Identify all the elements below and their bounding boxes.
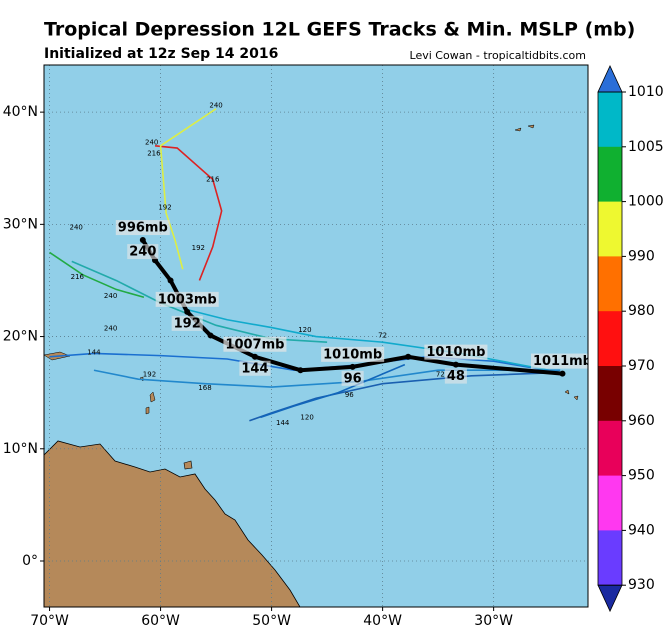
- credit: Levi Cowan - tropicaltidbits.com: [410, 49, 586, 62]
- mean-track-point: [184, 308, 191, 315]
- member-track: [159, 108, 217, 270]
- pressure-label: 1011mb: [533, 354, 592, 369]
- label-background: [321, 346, 385, 362]
- mean-track-point: [405, 353, 412, 360]
- colorbar-segment: [598, 256, 622, 312]
- member-hour-label: 192: [158, 204, 171, 212]
- label-background: [530, 353, 588, 369]
- colorbar-label: 1010: [628, 84, 664, 100]
- y-tick-label: 0°: [22, 553, 38, 569]
- member-hour-label: 216: [71, 273, 85, 281]
- colorbar-segment: [598, 420, 622, 477]
- member-hour-label: 240: [70, 224, 83, 232]
- member-hour-label: 240: [209, 101, 222, 109]
- member-hour-label: 240: [104, 292, 117, 300]
- pressure-label: 996mb: [118, 221, 168, 236]
- colorbar-label: 940: [628, 522, 655, 538]
- colorbar-segment: [598, 201, 622, 257]
- label-background: [127, 244, 159, 260]
- pressure-label: 1003mb: [158, 292, 217, 307]
- x-tick-label: 50°W: [252, 613, 291, 629]
- x-tick-label: 60°W: [141, 613, 180, 629]
- pressure-label: 1010mb: [426, 345, 485, 360]
- colorbar-over: [597, 65, 623, 93]
- label-background: [171, 315, 203, 331]
- label-background: [223, 336, 287, 352]
- member-track: [49, 251, 145, 299]
- y-tick-label: 20°N: [3, 329, 38, 345]
- hour-label: 48: [447, 369, 465, 384]
- x-tick-label: 70°W: [30, 613, 69, 629]
- member-hour-label: 192: [192, 244, 205, 252]
- label-background: [341, 370, 364, 386]
- colorbar-label: 990: [628, 248, 655, 264]
- hour-label: 192: [174, 316, 201, 331]
- member-hour-label: 120: [298, 326, 311, 334]
- x-tick-label: 30°W: [474, 613, 513, 629]
- member-track: [93, 369, 561, 388]
- colorbar-segment: [598, 146, 622, 203]
- member-hour-label: 120: [300, 413, 313, 421]
- member-hour-label: 168: [198, 384, 211, 392]
- colorbar-segment: [598, 475, 622, 531]
- map-frame: [43, 64, 589, 608]
- colorbar-segment: [598, 366, 622, 422]
- colorbar-label: 1000: [628, 194, 664, 210]
- member-hour-label: 144: [87, 348, 101, 356]
- member-hour-label: 192: [143, 371, 156, 379]
- mean-track-point: [297, 367, 304, 374]
- colorbar-label: 930: [628, 577, 655, 593]
- label-background: [424, 344, 488, 360]
- colorbar-label: 960: [628, 413, 655, 429]
- member-hour-label: 72: [378, 331, 387, 339]
- mean-track-point: [349, 363, 356, 370]
- label-background: [115, 220, 170, 236]
- member-hour-label: 240: [104, 325, 117, 333]
- hour-label: 144: [241, 361, 268, 376]
- mean-track-point: [251, 353, 258, 360]
- x-tick-label: 40°W: [363, 613, 402, 629]
- member-hour-label: 72: [436, 371, 445, 379]
- colorbar-under: [597, 584, 623, 613]
- mean-track-point: [167, 277, 174, 284]
- y-tick-label: 40°N: [3, 104, 38, 120]
- label-background: [444, 368, 467, 384]
- mean-track-point: [452, 361, 459, 368]
- colorbar-label: 950: [628, 468, 655, 484]
- colorbar-segment: [598, 530, 622, 586]
- chart-title: Tropical Depression 12L GEFS Tracks & Mi…: [44, 19, 635, 41]
- pressure-label: 1010mb: [323, 347, 382, 362]
- member-hour-label: 96: [345, 391, 354, 399]
- label-background: [155, 291, 219, 307]
- hour-label: 240: [129, 245, 156, 260]
- colorbar-frame: [597, 91, 623, 586]
- colorbar-label: 980: [628, 303, 655, 319]
- member-track: [260, 363, 406, 419]
- mean-track-point: [559, 370, 566, 377]
- colorbar-segment: [598, 311, 622, 367]
- colorbar-label: 970: [628, 358, 655, 374]
- mean-track-point: [139, 237, 146, 244]
- hour-label: 96: [344, 371, 362, 386]
- colorbar-label: 1005: [628, 139, 664, 155]
- subtitle: Initialized at 12z Sep 14 2016: [44, 46, 278, 62]
- mean-track-point: [207, 332, 214, 339]
- member-hour-label: 216: [147, 150, 161, 158]
- colorbar-segment: [598, 92, 622, 148]
- label-background: [239, 360, 271, 376]
- member-hour-label: 240: [145, 138, 158, 146]
- pressure-label: 1007mb: [225, 337, 284, 352]
- land: [44, 124, 579, 607]
- member-hour-label: 216: [206, 175, 220, 183]
- y-tick-label: 30°N: [3, 216, 38, 232]
- member-track: [154, 144, 223, 281]
- member-hour-label: 144: [276, 419, 290, 427]
- y-tick-label: 10°N: [3, 441, 38, 457]
